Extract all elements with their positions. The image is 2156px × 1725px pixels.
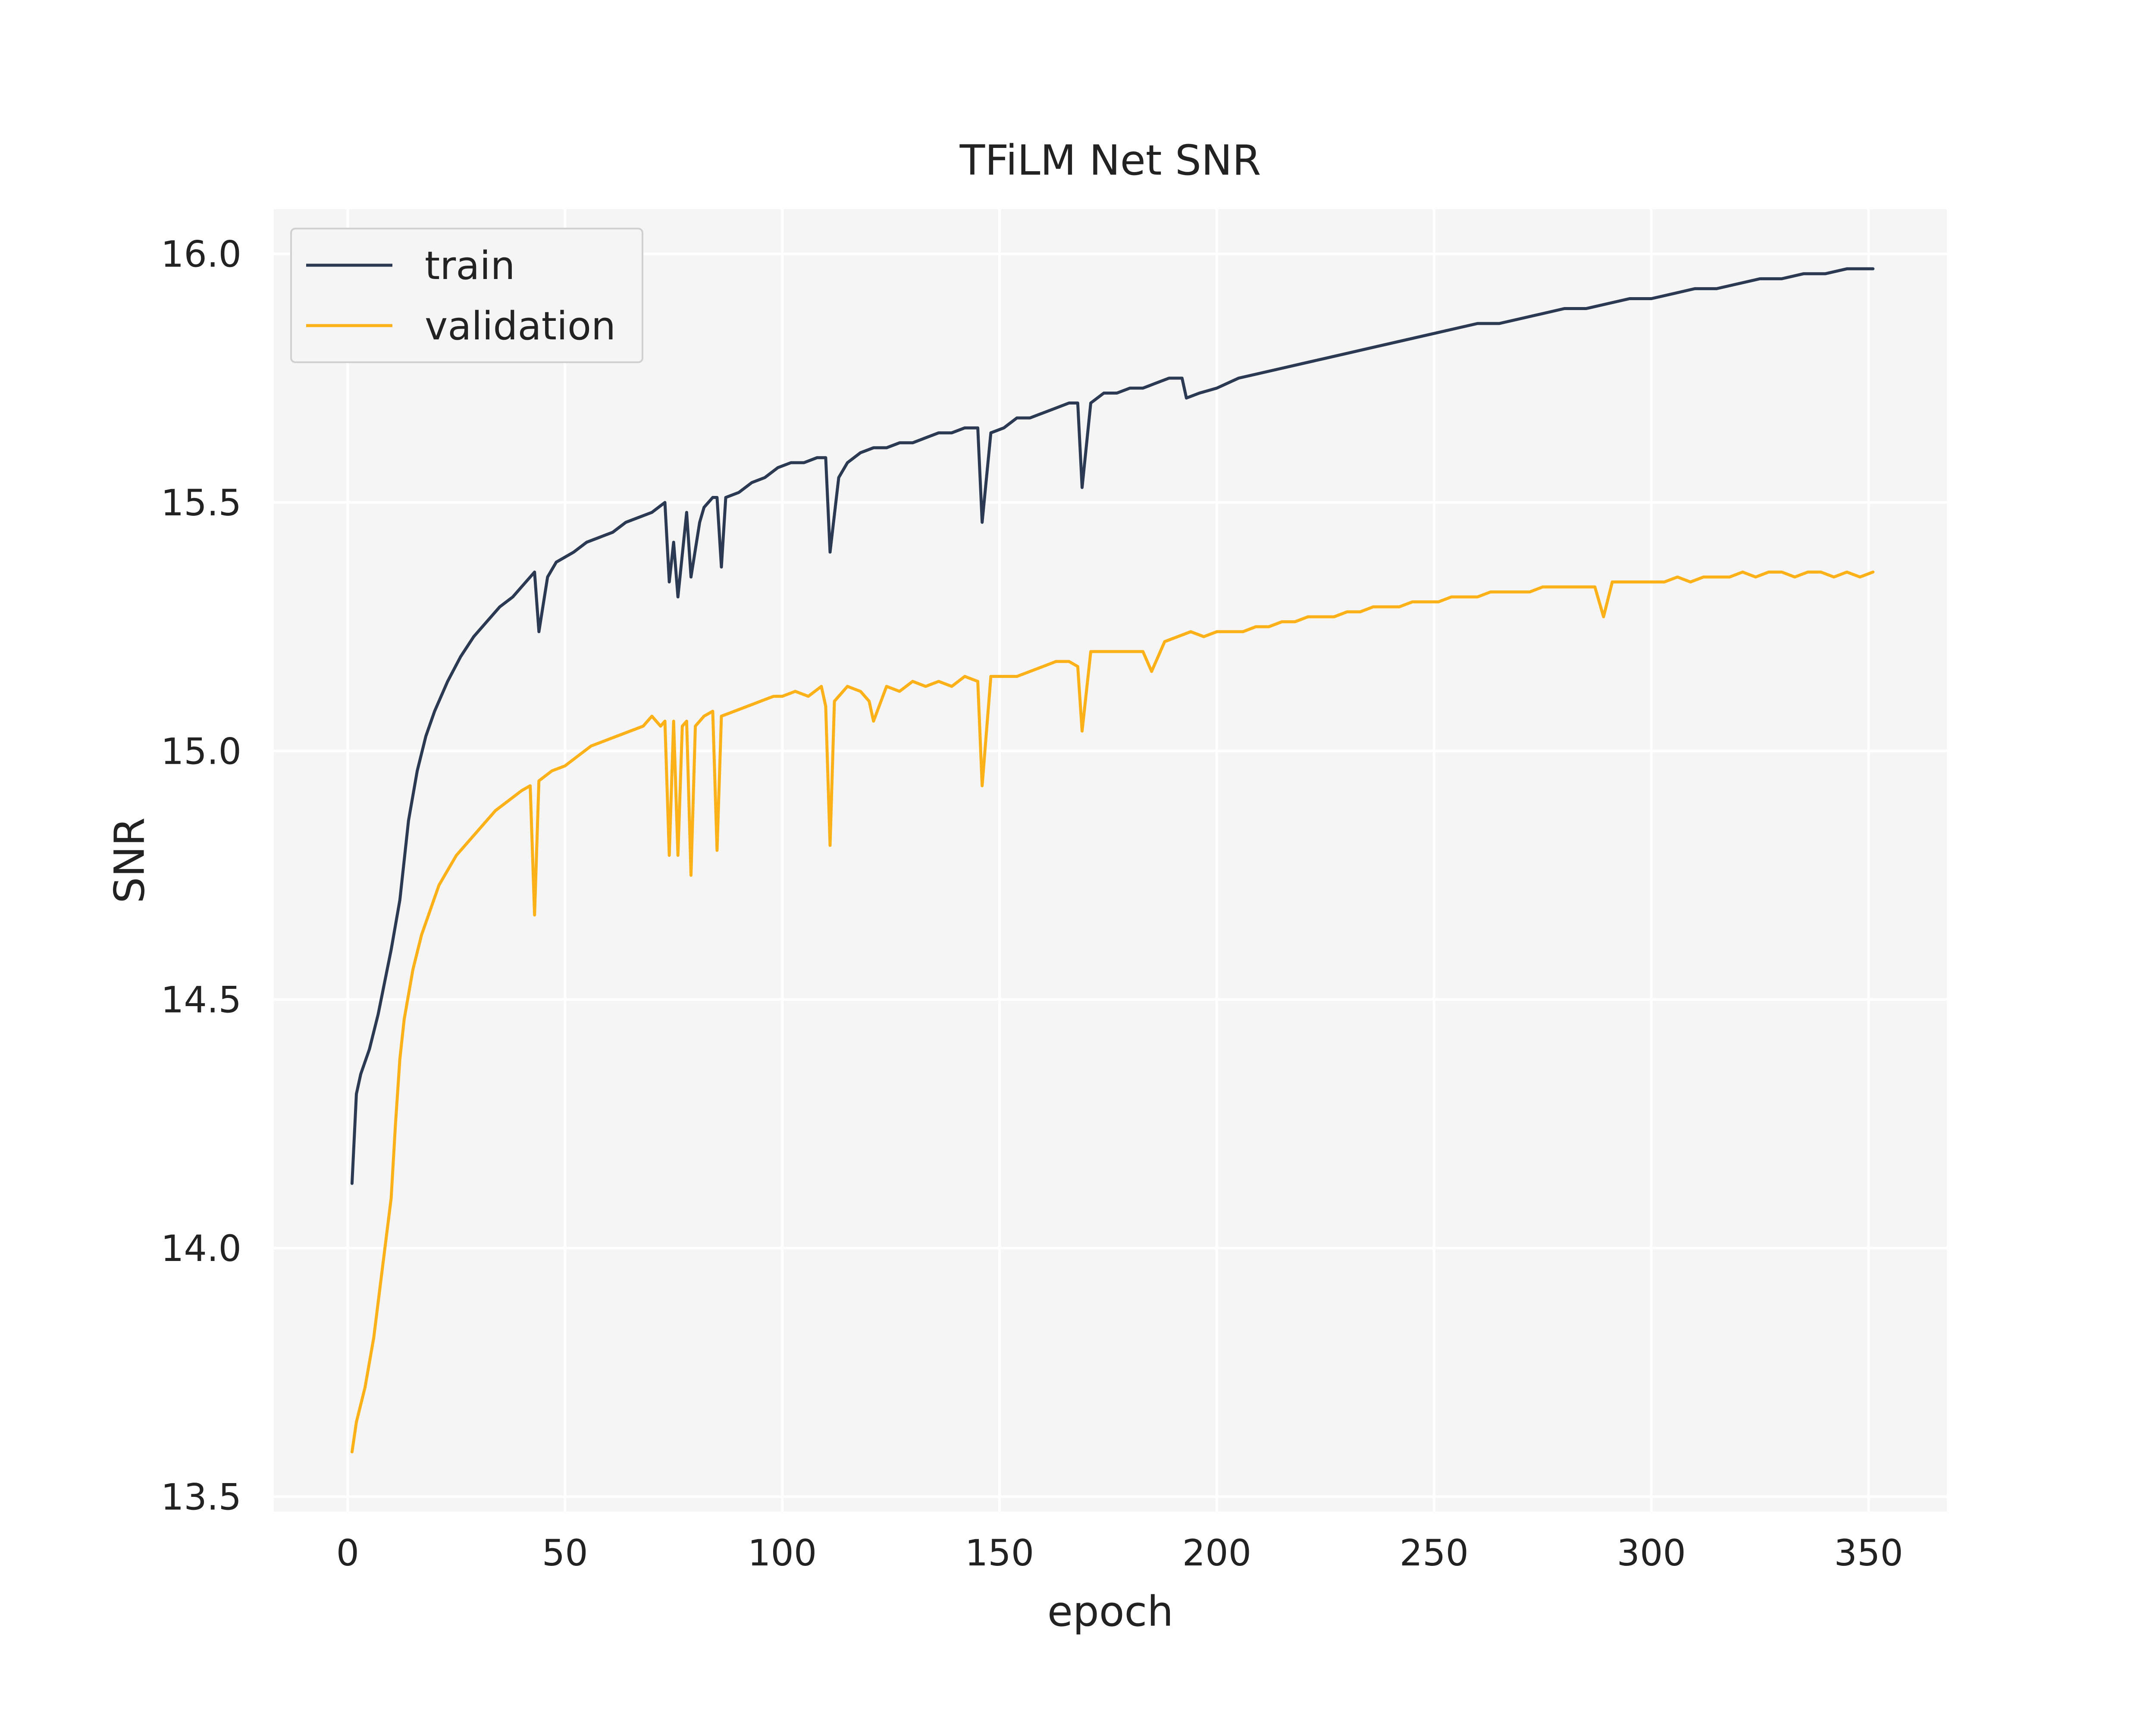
y-tick-label: 14.5 — [161, 979, 241, 1021]
grid — [274, 209, 1947, 1512]
y-tick-label: 15.5 — [161, 482, 241, 524]
series-line-train — [350, 267, 1875, 1185]
legend-label-train: train — [425, 243, 515, 289]
y-tick-label: 15.0 — [161, 730, 241, 772]
series-layer — [350, 267, 1875, 1454]
legend-label-validation: validation — [425, 304, 616, 349]
x-tick-label: 200 — [1182, 1532, 1251, 1574]
x-tick-label: 350 — [1834, 1532, 1903, 1574]
y-tick-label: 16.0 — [161, 233, 241, 276]
y-axis-ticks: 13.5 14.0 14.5 15.0 15.5 16.0 — [161, 233, 241, 1518]
x-tick-label: 300 — [1617, 1532, 1686, 1574]
x-tick-label: 150 — [965, 1532, 1034, 1574]
x-tick-label: 0 — [336, 1532, 359, 1574]
x-axis-ticks: 0 50 100 150 200 250 300 350 — [336, 1532, 1903, 1574]
legend-box — [290, 228, 643, 363]
legend: train validation — [290, 228, 643, 363]
series-line-validation — [350, 571, 1875, 1454]
chart-title: TFiLM Net SNR — [959, 136, 1261, 185]
x-tick-label: 100 — [748, 1532, 817, 1574]
x-tick-label: 250 — [1400, 1532, 1469, 1574]
x-tick-label: 50 — [542, 1532, 588, 1574]
y-tick-label: 13.5 — [161, 1476, 241, 1518]
y-tick-label: 14.0 — [161, 1227, 241, 1270]
y-axis-label: SNR — [106, 817, 154, 903]
plot-area — [274, 209, 1947, 1512]
x-axis-label: epoch — [1047, 1587, 1173, 1636]
